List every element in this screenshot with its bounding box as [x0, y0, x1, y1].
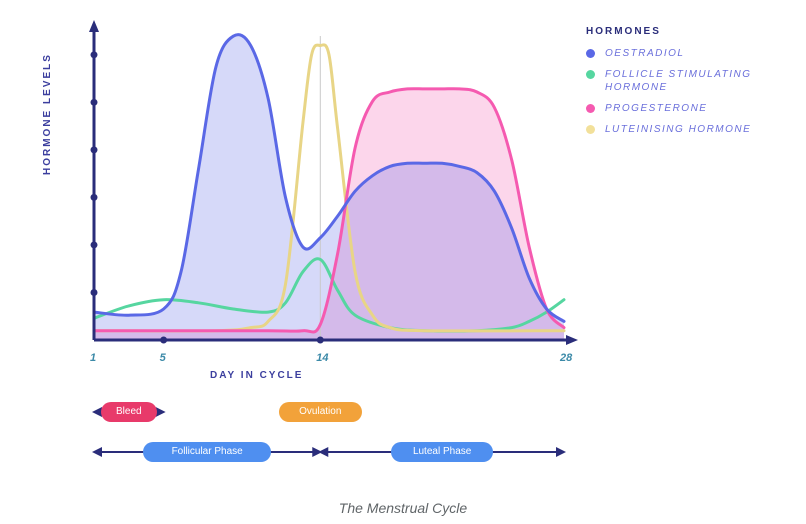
x-tick-dot — [317, 337, 324, 344]
y-tick-dot — [91, 241, 98, 248]
legend-label: FOLLICLE STIMULATING HORMONE — [605, 68, 752, 94]
y-tick-dot — [91, 289, 98, 296]
phase-range-arrow-right — [156, 407, 166, 417]
x-tick-label: 28 — [560, 352, 572, 364]
chart-caption: The Menstrual Cycle — [0, 500, 806, 516]
x-axis-label: DAY IN CYCLE — [210, 370, 303, 381]
y-tick-dot — [91, 146, 98, 153]
legend-item-oestradiol: OESTRADIOL — [586, 47, 786, 60]
phase-luteal-phase: Luteal Phase — [391, 442, 493, 462]
phase-range-arrow-left — [318, 447, 328, 457]
phase-follicular-phase: Follicular Phase — [143, 442, 271, 462]
legend-dot — [586, 104, 595, 113]
legend-item-progesterone: PROGESTERONE — [586, 102, 786, 115]
y-axis-arrow — [89, 20, 99, 32]
x-tick-label: 1 — [90, 352, 96, 364]
x-tick-dot — [160, 337, 167, 344]
x-tick-label: 5 — [160, 352, 166, 364]
phase-bleed: Bleed — [101, 402, 158, 422]
legend-item-lh: LUTEINISING HORMONE — [586, 123, 786, 136]
x-tick-label: 14 — [316, 352, 328, 364]
legend-dot — [586, 49, 595, 58]
legend-title: HORMONES — [586, 26, 786, 37]
y-tick-dot — [91, 99, 98, 106]
y-tick-dot — [91, 194, 98, 201]
legend-label: OESTRADIOL — [605, 47, 684, 60]
legend: HORMONES OESTRADIOL FOLLICLE STIMULATING … — [586, 26, 786, 144]
phase-range-arrow-right — [556, 447, 566, 457]
legend-dot — [586, 125, 595, 134]
phase-ovulation: Ovulation — [279, 402, 362, 422]
legend-item-fsh: FOLLICLE STIMULATING HORMONE — [586, 68, 786, 94]
legend-label: LUTEINISING HORMONE — [605, 123, 751, 136]
x-axis-arrow — [566, 335, 578, 345]
phase-range-arrow-left — [92, 447, 102, 457]
legend-label: PROGESTERONE — [605, 102, 707, 115]
y-tick-dot — [91, 51, 98, 58]
legend-dot — [586, 70, 595, 79]
y-axis-label: HORMONE LEVELS — [42, 53, 53, 175]
